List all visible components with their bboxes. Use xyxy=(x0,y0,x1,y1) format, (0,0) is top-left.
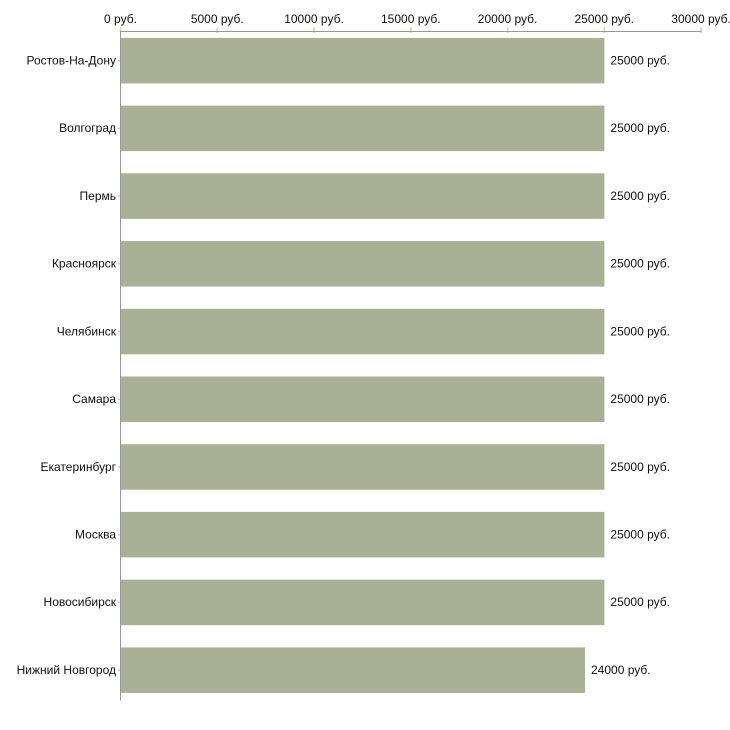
svg-text:15000 руб.: 15000 руб. xyxy=(381,12,441,26)
svg-text:Самара: Самара xyxy=(72,392,116,406)
svg-text:Ростов-На-Дону: Ростов-На-Дону xyxy=(27,54,116,68)
svg-text:30000 руб.: 30000 руб. xyxy=(671,12,730,26)
svg-text:Красноярск: Красноярск xyxy=(52,257,117,271)
svg-text:0 руб.: 0 руб. xyxy=(104,12,137,26)
svg-text:20000 руб.: 20000 руб. xyxy=(478,12,538,26)
svg-text:25000 руб.: 25000 руб. xyxy=(610,460,670,474)
svg-text:Пермь: Пермь xyxy=(80,189,116,203)
svg-text:25000 руб.: 25000 руб. xyxy=(610,324,670,338)
svg-text:25000 руб.: 25000 руб. xyxy=(610,595,670,609)
svg-text:Екатеринбург: Екатеринбург xyxy=(41,460,117,474)
svg-text:25000 руб.: 25000 руб. xyxy=(610,189,670,203)
svg-text:24000 руб.: 24000 руб. xyxy=(591,663,651,677)
svg-text:Новосибирск: Новосибирск xyxy=(44,595,117,609)
svg-text:25000 руб.: 25000 руб. xyxy=(575,12,635,26)
svg-text:Челябинск: Челябинск xyxy=(57,324,117,338)
svg-text:25000 руб.: 25000 руб. xyxy=(610,121,670,135)
svg-text:25000 руб.: 25000 руб. xyxy=(610,257,670,271)
svg-text:25000 руб.: 25000 руб. xyxy=(610,54,670,68)
svg-text:25000 руб.: 25000 руб. xyxy=(610,392,670,406)
svg-text:25000 руб.: 25000 руб. xyxy=(610,528,670,542)
svg-text:Нижний Новгород: Нижний Новгород xyxy=(17,663,116,677)
svg-text:5000 руб.: 5000 руб. xyxy=(191,12,244,26)
svg-text:Москва: Москва xyxy=(75,528,116,542)
svg-text:10000 руб.: 10000 руб. xyxy=(284,12,344,26)
svg-text:Волгоград: Волгоград xyxy=(59,121,116,135)
